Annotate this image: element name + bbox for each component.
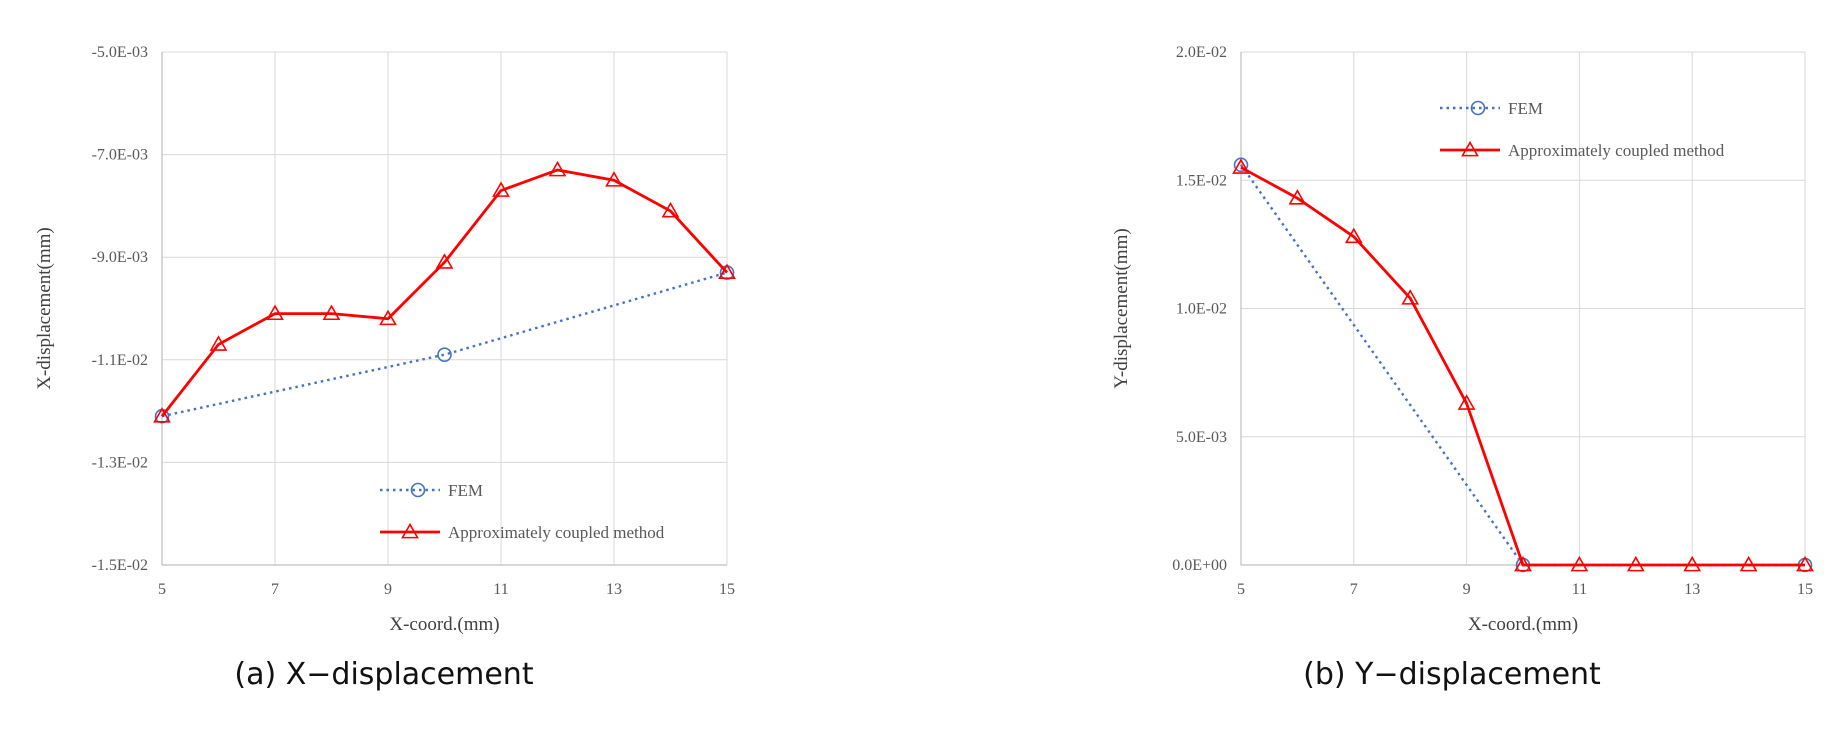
y-tick-label: -5.0E-03: [92, 44, 148, 61]
figure-caption: (a) X−displacement: [234, 657, 533, 692]
legend-entry-label: Approximately coupled method: [448, 523, 665, 542]
legend-entry-label: FEM: [1508, 99, 1543, 118]
legend-entry-label: FEM: [448, 481, 483, 500]
y-tick-label: 2.0E-02: [1176, 44, 1227, 61]
y-tick-label: -1.5E-02: [92, 557, 148, 574]
approx-point-marker: [1232, 158, 1250, 174]
x-tick-label: 13: [606, 581, 622, 598]
approx-point-marker: [322, 304, 341, 321]
approx-point-marker: [1626, 555, 1645, 572]
series-fem: [154, 265, 735, 424]
y-axis-label: Y-displacement(mm): [1111, 228, 1132, 388]
x-axis-label: X-coord.(mm): [389, 614, 499, 635]
series-approximately-coupled: [1232, 158, 1814, 572]
y-tick-label: -1.3E-02: [92, 454, 148, 471]
x-tick-label: 7: [271, 581, 279, 598]
fem-point-marker: [437, 347, 452, 362]
series-fem: [1233, 157, 1813, 573]
x-tick-label: 11: [1572, 581, 1587, 598]
x-tick-label: 15: [719, 581, 735, 598]
x-tick-label: 9: [1463, 581, 1471, 598]
approx-point-marker: [1457, 394, 1476, 410]
approx-point-marker: [1288, 189, 1307, 205]
y-tick-label: 1.5E-02: [1176, 172, 1227, 189]
legend-triangle-icon: [1461, 140, 1479, 157]
approx-series-line: [160, 168, 729, 418]
approx-point-marker: [379, 309, 397, 326]
y-tick-label: -7.0E-03: [92, 147, 148, 164]
y-tick-label: 5.0E-03: [1176, 429, 1227, 446]
chart-x-displacement: 5 7 9 11 13 15 -1.5E-02 -1.3E-02 -1.1E-02 -9.0E-0…: [34, 44, 736, 692]
approx-point-marker: [1796, 555, 1814, 572]
approx-point-marker: [548, 160, 567, 177]
series-approximately-coupled: [153, 160, 736, 423]
approx-point-marker: [1514, 555, 1532, 572]
approx-point-marker: [605, 171, 623, 187]
x-tick-label: 7: [1350, 581, 1358, 598]
legend-entry-label: Approximately coupled method: [1508, 141, 1725, 160]
y-tick-label: 0.0E+00: [1172, 557, 1227, 574]
approx-point-marker: [1739, 555, 1758, 572]
legend-triangle-icon: [401, 522, 419, 539]
x-tick-label: 5: [158, 581, 166, 598]
approx-point-marker: [718, 263, 736, 280]
legend-circle-icon: [1470, 100, 1486, 116]
approx-point-marker: [492, 181, 510, 197]
approx-point-marker: [1570, 555, 1589, 572]
approx-point-marker: [266, 304, 284, 321]
x-tick-label: 13: [1684, 581, 1700, 598]
approx-series-line: [1240, 166, 1805, 567]
x-tick-label: 9: [384, 581, 392, 598]
y-tick-label: -1.1E-02: [92, 352, 148, 369]
y-tick-label: -9.0E-03: [92, 249, 148, 266]
approx-point-marker: [661, 201, 680, 218]
fem-series-line: [1240, 164, 1805, 567]
approx-point-marker: [435, 253, 454, 269]
legend: FEM Approximately coupled method: [1440, 99, 1725, 160]
y-tick-label: 1.0E-02: [1176, 301, 1227, 318]
approx-point-marker: [1344, 227, 1363, 244]
legend-circle-icon: [410, 482, 426, 498]
legend: FEM Approximately coupled method: [380, 481, 665, 542]
x-axis-label: X-coord.(mm): [1468, 614, 1578, 635]
figure-caption: (b) Y−displacement: [1303, 657, 1601, 692]
approx-point-marker: [209, 335, 228, 351]
fem-series-line: [161, 271, 728, 418]
x-tick-label: 5: [1237, 581, 1245, 598]
chart-y-displacement: 5 7 9 11 13 15 0.0E+00 5.0E-03 1.0E-02 1.5E-02 2.0…: [1111, 44, 1814, 692]
x-tick-label: 11: [493, 581, 508, 598]
approx-point-marker: [1401, 289, 1420, 305]
approx-point-marker: [1683, 555, 1702, 572]
y-axis-label: X-displacement(mm): [34, 227, 55, 390]
approx-point-marker: [153, 407, 171, 423]
x-tick-label: 15: [1797, 581, 1813, 598]
